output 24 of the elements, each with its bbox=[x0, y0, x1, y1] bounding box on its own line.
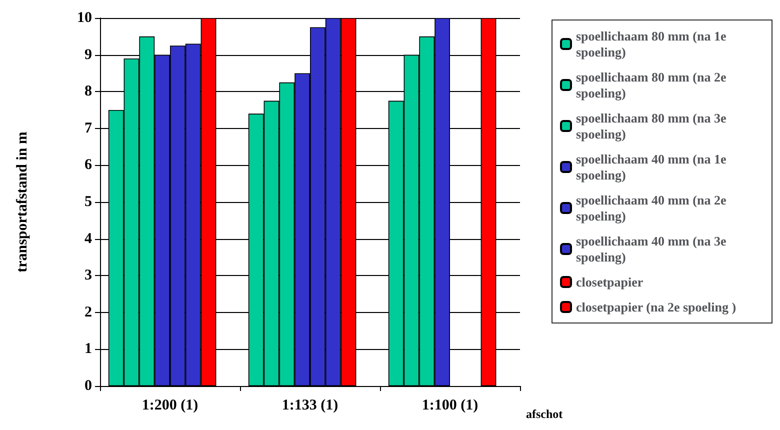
legend-label: closetpapier (na 2e spoeling ) bbox=[576, 300, 736, 314]
x-tick-label: 1:100 (1) bbox=[422, 398, 478, 414]
y-tick-label: 2 bbox=[84, 304, 92, 320]
y-tick-label: 6 bbox=[84, 157, 92, 174]
x-tick-label: 1:133 (1) bbox=[282, 398, 338, 414]
y-tick-label: 7 bbox=[84, 120, 92, 136]
y-tick-label: 8 bbox=[84, 84, 92, 100]
y-tick-label: 1 bbox=[84, 341, 92, 358]
legend-label: spoellichaam 40 mm (na 2e spoeling) bbox=[576, 192, 730, 224]
legend-label: closetpapier bbox=[576, 274, 644, 290]
legend-label: spoellichaam 80 mm (na 2e spoeling) bbox=[576, 70, 730, 100]
y-tick-label: 4 bbox=[84, 230, 92, 247]
y-tick-label: 0 bbox=[84, 378, 92, 394]
legend-label: spoellichaam 80 mm (na 1e spoeling) bbox=[576, 28, 730, 60]
legend-label: spoellichaam 40 mm (na 1e spoeling) bbox=[576, 152, 730, 182]
y-tick-label: 3 bbox=[84, 268, 92, 284]
y-tick-label: 5 bbox=[84, 194, 92, 210]
legend-label: spoellichaam 80 mm (na 3e spoeling) bbox=[576, 110, 730, 142]
y-tick-label: 10 bbox=[77, 10, 92, 26]
x-tick-label: 1:200 (1) bbox=[142, 398, 198, 414]
legend-label: spoellichaam 40 mm (na 3e spoeling) bbox=[576, 234, 730, 264]
y-tick-label: 9 bbox=[84, 46, 92, 63]
x-axis-title: afschot bbox=[526, 407, 563, 421]
y-axis-title: transportafstand in m bbox=[14, 131, 30, 272]
